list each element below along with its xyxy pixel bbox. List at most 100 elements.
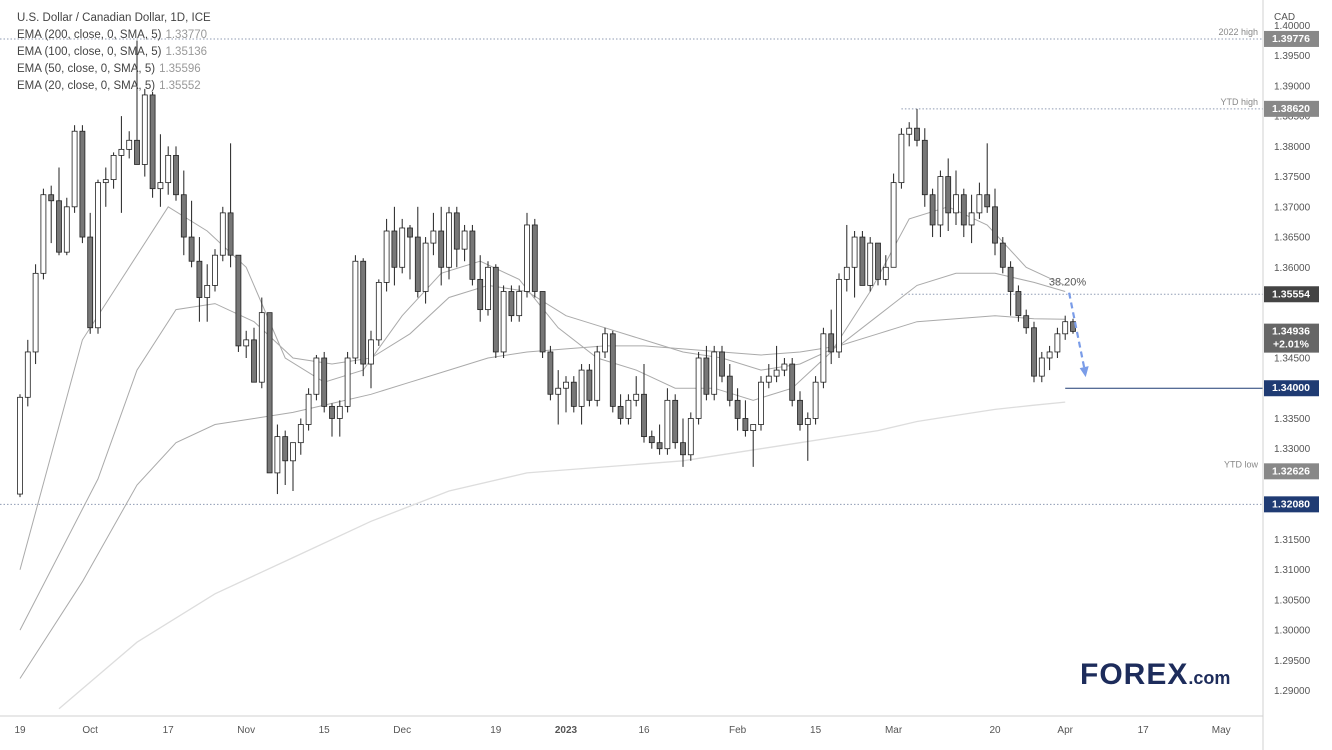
candle-body — [305, 393, 312, 425]
candle-body — [508, 291, 515, 317]
candle-body — [742, 418, 749, 431]
price-tick-label: 1.31500 — [1274, 535, 1311, 546]
time-tick-label: Dec — [393, 725, 411, 736]
price-tick-label: 1.29000 — [1274, 686, 1311, 697]
candle-body — [578, 369, 585, 407]
candle-body — [984, 194, 991, 208]
candle-body — [360, 260, 367, 365]
candle-body — [617, 405, 624, 419]
candle-body — [687, 418, 694, 456]
candle-body — [680, 442, 686, 456]
candle-body — [875, 242, 881, 280]
candle-body — [430, 230, 437, 244]
candle-body — [734, 399, 741, 419]
candle-body — [906, 127, 913, 135]
candle-body — [110, 155, 117, 181]
candle-body — [890, 182, 897, 268]
candle-body — [859, 236, 866, 286]
candle-body — [344, 357, 351, 407]
time-tick-label: May — [1212, 725, 1231, 736]
candle-body — [95, 182, 101, 329]
level-price-badge-4-bg — [1264, 463, 1319, 480]
candle-body — [282, 436, 289, 462]
price-tick-label: 1.36500 — [1274, 233, 1311, 244]
projection-arrow — [1068, 292, 1089, 378]
price-tick-label: 1.31000 — [1274, 565, 1311, 576]
ema-line-100 — [19, 315, 1066, 679]
price-badges: 1.39776 1.38620 1.35554 1.34000 1.32626 1.320… — [1264, 30, 1319, 513]
candle-body — [173, 155, 179, 196]
time-tick-label: 19 — [490, 725, 502, 736]
time-tick-label: Mar — [885, 725, 903, 736]
candle-body — [1007, 266, 1014, 292]
candle-body — [453, 212, 460, 250]
legend-ema-100: EMA (100, close, 0, SMA, 5) 1.35136 — [17, 44, 211, 61]
time-axis[interactable]: 19 Oct 17 Nov 15 Dec 19 2023 16 Feb 15 Mar 20 Apr 17 Ma… — [14, 725, 1230, 736]
candle-body — [407, 227, 413, 238]
candle-body — [781, 363, 788, 371]
price-tick-label: 1.38000 — [1274, 142, 1311, 153]
time-tick-label: 15 — [319, 725, 331, 736]
price-axis[interactable]: 1.40000 1.39500 1.39000 1.38500 1.38000 1.375… — [1274, 21, 1311, 697]
candle-body — [391, 230, 398, 268]
candle-body — [812, 381, 819, 419]
time-tick-label: 16 — [638, 725, 650, 736]
candle-body — [765, 375, 772, 383]
candle-body — [329, 405, 335, 419]
candle-body — [32, 272, 39, 353]
candle-body — [235, 254, 242, 347]
candle-body — [570, 381, 577, 407]
level-label-4: YTD low — [1224, 459, 1259, 469]
fib-price-badge-bg — [1264, 286, 1319, 303]
candle-body — [773, 369, 780, 377]
candle-body — [789, 363, 796, 401]
candle-body — [937, 176, 944, 226]
currency-label: CAD — [1274, 12, 1295, 23]
candle-body — [313, 357, 320, 395]
last-price-badge-text: 1.34936 — [1272, 326, 1310, 338]
candle-body — [820, 333, 827, 383]
level-label-1: YTD high — [1220, 97, 1258, 107]
legend-ema-50-value: 1.35596 — [159, 63, 201, 75]
candle-body — [56, 200, 62, 253]
projection-arrowhead — [1079, 366, 1089, 378]
candle-body — [274, 436, 281, 474]
candle-body — [243, 339, 250, 347]
time-tick-label: Apr — [1057, 725, 1073, 736]
time-tick-label: 17 — [1138, 725, 1150, 736]
candle-body — [648, 436, 655, 444]
candle-body — [797, 399, 803, 425]
candle-body — [921, 139, 928, 196]
candle-body — [204, 285, 211, 298]
candle-body — [968, 212, 975, 226]
candle-body — [266, 312, 273, 474]
candle-body — [461, 230, 468, 250]
candle-body — [758, 381, 764, 425]
level-price-badge-4-text: 1.32626 — [1272, 465, 1310, 477]
price-tick-label: 1.33000 — [1274, 444, 1311, 455]
candle-body — [219, 212, 226, 256]
last-price-badge-text: +2.01% — [1273, 339, 1310, 351]
candle-body — [71, 130, 78, 208]
logo-suffix: .com — [1188, 668, 1231, 688]
candle-body — [165, 155, 172, 184]
time-tick-label: 15 — [810, 725, 822, 736]
candle-body — [929, 194, 936, 226]
price-tick-label: 1.37000 — [1274, 202, 1311, 213]
candle-body — [492, 266, 499, 353]
candle-body — [40, 194, 47, 274]
candle-body — [469, 230, 476, 280]
candle-body — [594, 351, 601, 401]
candle-body — [953, 194, 959, 214]
candle-body — [804, 418, 811, 425]
legend-ema-20-value: 1.35552 — [159, 80, 201, 92]
price-tick-label: 1.39500 — [1274, 51, 1311, 62]
legend-ema-100-label: EMA (100, close, 0, SMA, 5) — [17, 46, 162, 58]
candle-body — [843, 266, 850, 280]
candle-body — [1046, 351, 1053, 359]
legend-ema-50-label: EMA (50, close, 0, SMA, 5) — [17, 63, 156, 75]
legend-ema-200-label: EMA (200, close, 0, SMA, 5) — [17, 29, 162, 41]
candle-body — [547, 351, 554, 395]
